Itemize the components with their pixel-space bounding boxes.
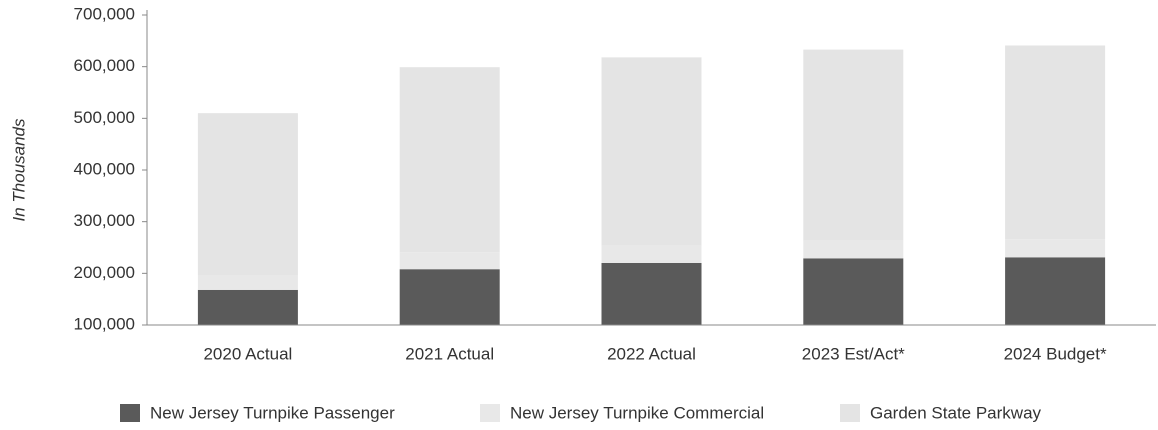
legend-label: New Jersey Turnpike Passenger xyxy=(150,403,395,422)
bar-segment xyxy=(1005,257,1106,325)
bar-segment xyxy=(601,263,702,325)
bar-segment xyxy=(399,67,500,253)
y-tick-label: 700,000 xyxy=(74,4,135,23)
x-tick-label: 2024 Budget* xyxy=(1004,344,1107,363)
legend-label: Garden State Parkway xyxy=(870,403,1042,422)
bar-segment xyxy=(197,275,298,290)
y-tick-label: 100,000 xyxy=(74,314,135,333)
legend-swatch xyxy=(120,404,140,422)
legend-label: New Jersey Turnpike Commercial xyxy=(510,403,764,422)
x-tick-label: 2023 Est/Act* xyxy=(802,344,905,363)
y-tick-label: 600,000 xyxy=(74,56,135,75)
bar-segment xyxy=(803,240,904,259)
y-axis-label: In Thousands xyxy=(9,118,28,222)
bar-segment xyxy=(399,269,500,325)
y-tick-label: 300,000 xyxy=(74,211,135,230)
bar-segment xyxy=(601,245,702,263)
y-tick-label: 400,000 xyxy=(74,159,135,178)
bar-segment xyxy=(197,289,298,325)
x-tick-label: 2022 Actual xyxy=(607,344,696,363)
legend-swatch xyxy=(840,404,860,422)
legend-swatch xyxy=(480,404,500,422)
bar-segment xyxy=(1005,239,1106,258)
y-tick-label: 200,000 xyxy=(74,263,135,282)
y-tick-label: 500,000 xyxy=(74,108,135,127)
bar-segment xyxy=(803,49,904,241)
bar-segment xyxy=(197,113,298,276)
x-tick-label: 2020 Actual xyxy=(203,344,292,363)
bar-segment xyxy=(399,252,500,270)
bar-segment xyxy=(1005,45,1106,240)
x-tick-label: 2021 Actual xyxy=(405,344,494,363)
bar-segment xyxy=(803,258,904,325)
bar-segment xyxy=(601,57,702,246)
